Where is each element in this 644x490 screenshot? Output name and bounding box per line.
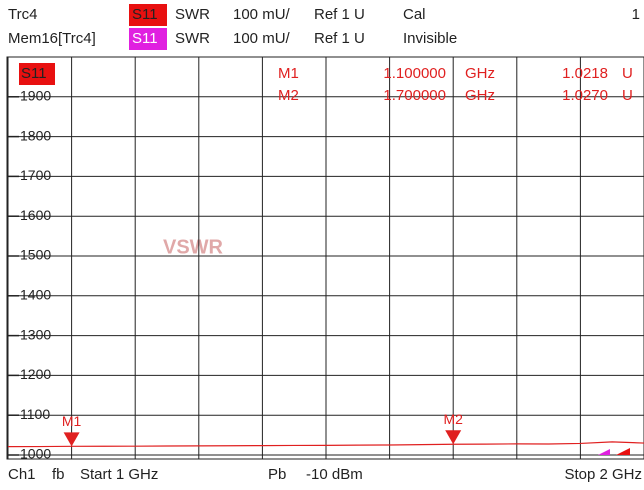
readout-value: 1.0218: [562, 65, 608, 82]
y-tick-label: 1100: [20, 406, 50, 422]
marks: M1 M1 1.100000 GHz 1.0218 U M2 M2 1.700000 GHz 1.0…: [7, 65, 644, 448]
power: -10 dBm: [306, 466, 363, 483]
y-tick-label: 1500: [20, 247, 51, 263]
top-right: 1: [632, 6, 640, 23]
y-tick-label: 1900: [20, 88, 51, 104]
y-tick-label: 1800: [20, 127, 51, 143]
marker-name: M2: [443, 411, 463, 427]
readout-name: M1: [278, 65, 299, 82]
marker-name: M1: [62, 413, 82, 429]
y-tick-label: 1000: [20, 446, 51, 462]
readout-x: 1.100000: [383, 65, 446, 82]
scale: 100 mU/: [233, 6, 291, 23]
readout-x: 1.700000: [383, 87, 446, 104]
watermark: VSWR: [163, 236, 224, 258]
grid: 1000 1100 1200 1300 1400 1500 1600 1700 1800 1900: [7, 57, 644, 462]
arrow-icon: [598, 449, 610, 455]
trace-badge: [129, 4, 167, 26]
y-tick-label: 1700: [20, 167, 51, 183]
trace-badge: [129, 28, 167, 50]
y-tick-label: 1400: [20, 287, 51, 303]
marker: [445, 430, 462, 445]
trace-name: Mem16[Trc4]: [8, 30, 96, 47]
readout-x-unit: GHz: [465, 87, 495, 104]
readout-unit: U: [622, 87, 633, 104]
start: Start 1 GHz: [80, 466, 158, 483]
trace-label: S11: [21, 65, 47, 82]
sweep-mode: fb: [52, 466, 65, 483]
marker: [63, 432, 80, 447]
trace-param: S11: [132, 30, 158, 47]
power-label: Pb: [268, 466, 286, 483]
format: SWR: [175, 30, 210, 47]
y-tick-label: 1300: [20, 326, 51, 342]
readout-unit: U: [622, 65, 633, 82]
y-tick-label: 1200: [20, 366, 51, 382]
trace-name: Trc4: [8, 6, 37, 23]
readout-name: M2: [278, 87, 299, 104]
trace-param: S11: [132, 6, 158, 23]
trace-label-badge: [19, 63, 55, 85]
format: SWR: [175, 6, 210, 23]
readout-x-unit: GHz: [465, 65, 495, 82]
arrow-icon: [616, 448, 630, 455]
scale: 100 mU/: [233, 30, 291, 47]
y-tick-label: 1600: [20, 207, 51, 223]
reference: Ref 1 U: [314, 6, 365, 23]
status: Invisible: [403, 30, 457, 47]
trace: [7, 441, 644, 448]
stop: Stop 2 GHz: [564, 466, 642, 483]
channel: Ch1: [8, 466, 36, 483]
reference: Ref 1 U: [314, 30, 365, 47]
status: Cal: [403, 6, 426, 23]
readout-value: 1.0270: [562, 87, 608, 104]
